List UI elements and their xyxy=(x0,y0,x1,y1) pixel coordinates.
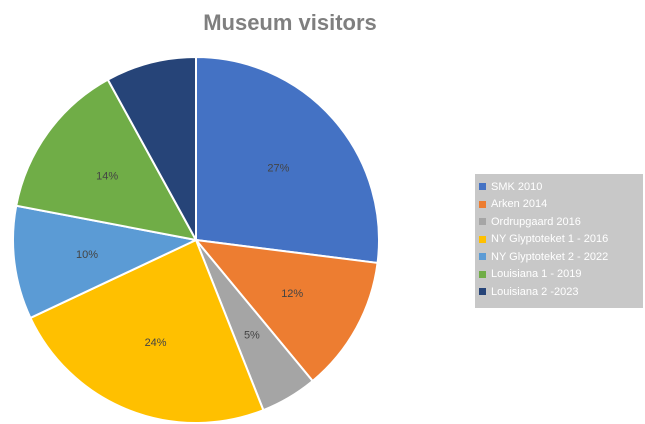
pie-slice-labels: 27% 12% 5% 24% 10% 14% xyxy=(76,162,303,349)
slice-data-label: 24% xyxy=(145,337,167,349)
legend-label: Louisiana 2 -2023 xyxy=(491,285,579,298)
pie-slice xyxy=(193,238,379,383)
legend-swatch xyxy=(479,270,486,278)
legend-item: Louisiana 2 -2023 xyxy=(479,283,639,301)
legend-swatch xyxy=(479,200,486,208)
legend-item: NY Glyptoteket 1 - 2016 xyxy=(479,231,639,249)
pie-slice xyxy=(106,55,197,241)
slice-data-label: 10% xyxy=(76,249,98,261)
legend: SMK 2010 Arken 2014 Ordrupgaard 2016 NY Gly… xyxy=(475,174,643,308)
legend-swatch xyxy=(479,253,486,261)
chart-title: Museum visitors xyxy=(203,10,377,35)
legend-item: NY Glyptoteket 2 - 2022 xyxy=(479,248,639,266)
legend-swatch xyxy=(479,235,486,243)
legend-item: Arken 2014 xyxy=(479,196,639,214)
pie-slice xyxy=(195,55,380,265)
legend-label: Arken 2014 xyxy=(491,198,548,211)
legend-item: Louisiana 1 - 2019 xyxy=(479,266,639,284)
pie-slices xyxy=(12,55,380,424)
pie-slice xyxy=(12,204,200,320)
legend-label: Louisiana 1 - 2019 xyxy=(491,268,582,281)
legend-label: NY Glyptoteket 2 - 2022 xyxy=(491,250,609,263)
legend-swatch xyxy=(479,218,486,226)
legend-item: SMK 2010 xyxy=(479,178,639,196)
slice-data-label: 12% xyxy=(281,288,303,300)
slice-data-label: 27% xyxy=(267,162,289,174)
legend-label: NY Glyptoteket 1 - 2016 xyxy=(491,233,609,246)
pie-slice xyxy=(15,78,198,242)
legend-swatch xyxy=(479,288,486,296)
legend-label: Ordrupgaard 2016 xyxy=(491,215,581,228)
slice-data-label: 14% xyxy=(96,170,118,182)
pie-slice xyxy=(29,238,265,424)
legend-swatch xyxy=(479,183,486,191)
legend-item: Ordrupgaard 2016 xyxy=(479,213,639,231)
legend-label: SMK 2010 xyxy=(491,180,543,193)
slice-data-label: 5% xyxy=(244,330,260,342)
